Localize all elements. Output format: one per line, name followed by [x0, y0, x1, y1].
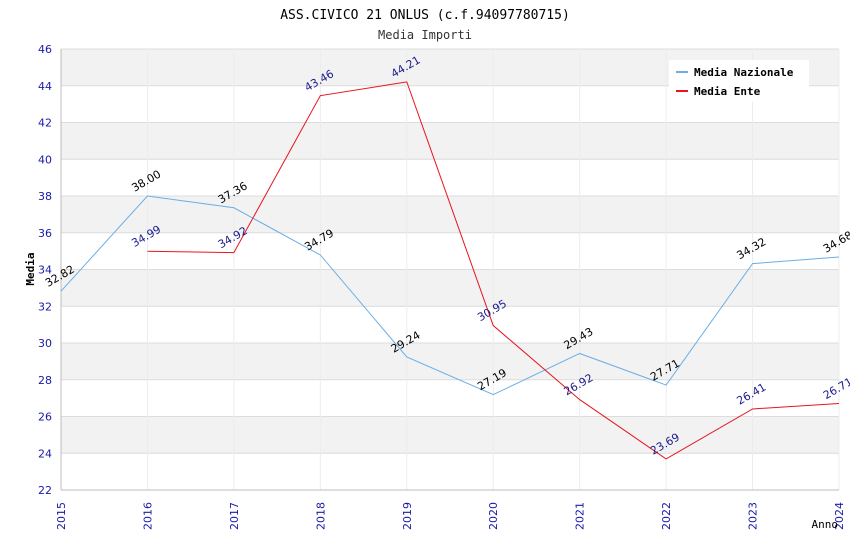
- grid-band: [61, 416, 839, 454]
- grid-band: [61, 453, 839, 490]
- x-tick-label: 2016: [141, 502, 154, 530]
- grid-band: [61, 122, 839, 160]
- y-tick-label: 38: [38, 190, 52, 203]
- legend-box: [669, 60, 809, 102]
- series-lines: [60, 81, 840, 460]
- grid-band: [61, 159, 839, 196]
- y-axis-title: Media: [24, 252, 37, 285]
- grid-band: [61, 343, 839, 380]
- y-tick-label: 30: [38, 337, 52, 350]
- x-tick-label: 2017: [228, 502, 241, 530]
- grid-lines: [60, 48, 840, 491]
- x-tick-label: 2020: [487, 502, 500, 530]
- grid-band: [61, 306, 839, 343]
- y-tick-label: 28: [38, 374, 52, 387]
- x-tick-label: 2015: [55, 502, 68, 530]
- y-tick-label: 36: [38, 227, 52, 240]
- x-axis-title: Anno: [812, 518, 839, 531]
- grid-band: [61, 232, 839, 270]
- y-tick-label: 40: [38, 153, 52, 166]
- axes: [60, 49, 839, 491]
- y-tick-label: 42: [38, 117, 52, 130]
- series-line-2: [147, 81, 840, 460]
- y-tick-label: 22: [38, 484, 52, 497]
- x-axis-ticks: 2015 2016 2017 2018 2019 2020 2021 2022 2023 2024: [55, 502, 846, 530]
- legend-label: Media Nazionale: [694, 66, 794, 79]
- grid-band: [61, 269, 839, 307]
- y-axis-ticks: 22 24 26 28 30 32 34 36 38 40 42 44 46: [38, 43, 52, 497]
- series-line-1: [60, 195, 840, 396]
- legend: Media Nazionale Media Ente: [669, 60, 809, 102]
- y-tick-label: 46: [38, 43, 52, 56]
- chart-title: ASS.CIVICO 21 ONLUS (c.f.94097780715): [280, 8, 570, 23]
- x-tick-label: 2019: [401, 502, 414, 530]
- y-tick-label: 44: [38, 80, 52, 93]
- chart-subtitle: Media Importi: [378, 28, 472, 42]
- grid-band: [61, 379, 839, 417]
- x-tick-label: 2023: [747, 502, 760, 530]
- grid-band: [61, 196, 839, 233]
- y-tick-label: 26: [38, 411, 52, 424]
- y-tick-label: 24: [38, 447, 52, 460]
- grid-bands: [61, 49, 839, 490]
- x-tick-label: 2024: [833, 502, 846, 530]
- x-tick-label: 2018: [314, 502, 327, 530]
- y-tick-label: 32: [38, 300, 52, 313]
- x-tick-label: 2022: [660, 502, 673, 530]
- x-tick-label: 2021: [574, 502, 587, 530]
- y-tick-label: 34: [38, 264, 52, 277]
- legend-label: Media Ente: [694, 85, 761, 98]
